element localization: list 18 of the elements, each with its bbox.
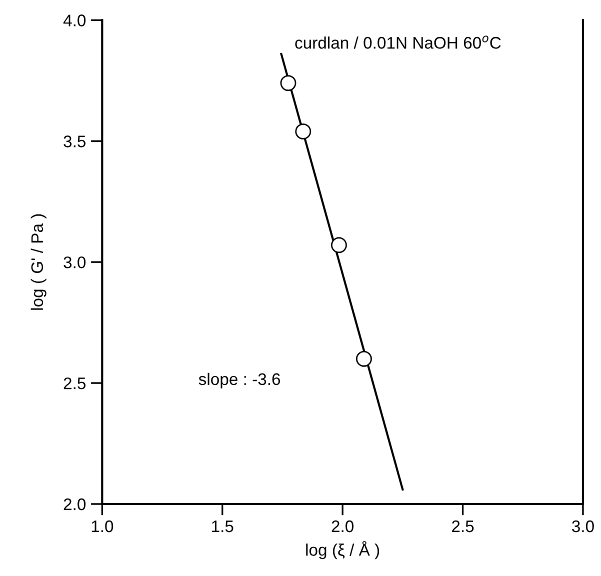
y-axis-title: log ( G' / Pa ) [30, 214, 46, 310]
x-axis-title: log (ξ / Å ) [306, 541, 380, 560]
y-tick-label: 3.5 [64, 136, 86, 148]
y-tick-label: 4.0 [63, 14, 86, 26]
point [295, 123, 312, 140]
x-tick-label: 2.0 [332, 520, 354, 532]
y-tick-label: 2.5 [64, 377, 86, 390]
annotation: curdlan / 0.01N NaOH 60$^{o}$C [295, 36, 501, 49]
point [356, 350, 372, 367]
x-tick-label: 2.5 [452, 520, 474, 532]
x-tick-label: 1.0 [92, 520, 114, 532]
y-tick-label: 2.0 [64, 498, 86, 510]
x-tick-label: 1.5 [212, 520, 234, 532]
point [330, 237, 347, 254]
annotation: slope : -3.6 [198, 372, 280, 388]
point [280, 75, 296, 92]
y-tick-label: 3.0 [64, 256, 86, 268]
x-tick-label: 3.0 [572, 520, 594, 532]
